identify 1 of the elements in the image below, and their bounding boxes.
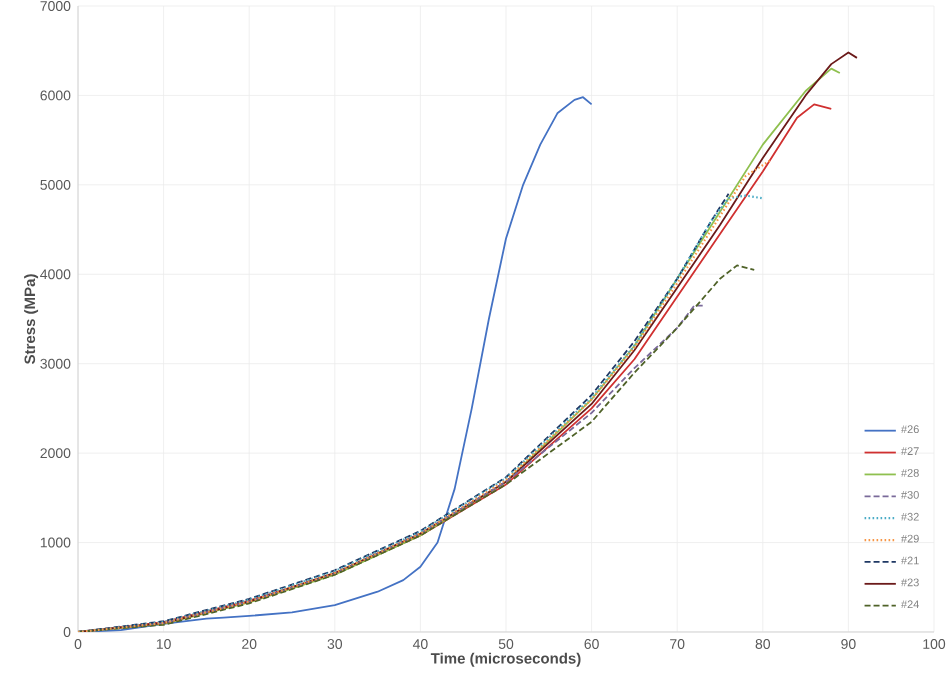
line-series xyxy=(78,264,756,632)
